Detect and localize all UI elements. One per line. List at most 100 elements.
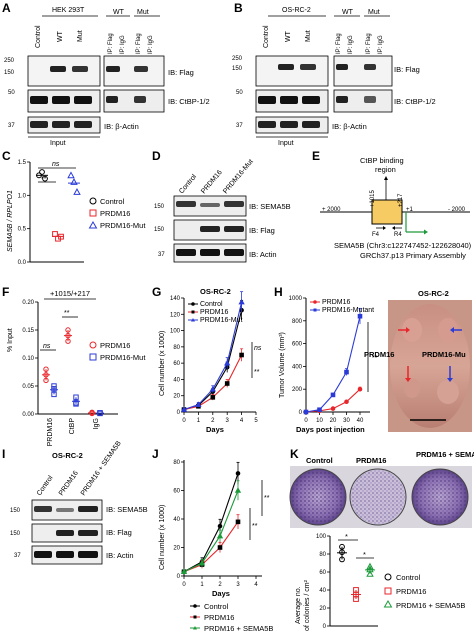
data-point bbox=[344, 399, 349, 405]
y-tick-label: 20 bbox=[319, 606, 326, 612]
y-tick-label: 0.10 bbox=[22, 356, 34, 362]
y-tick-label: 40 bbox=[173, 377, 180, 383]
panel-k-legend: Control PRDM16 PRDM16 + SEMA5B bbox=[383, 573, 465, 610]
x-tick-label: 20 bbox=[330, 418, 337, 424]
lane-label: IP: Flag bbox=[366, 33, 372, 54]
significance-label: ** bbox=[252, 523, 258, 530]
lane-label: PRDM16 bbox=[58, 470, 80, 497]
x-tick-label: 3 bbox=[226, 418, 230, 424]
data-point bbox=[366, 569, 374, 577]
mw-marker: 37 bbox=[158, 252, 165, 258]
panel-b: B OS-RC-2 Control WT Mut WT Mut IP: Flag… bbox=[232, 1, 436, 147]
blot-label: IB: Actin bbox=[106, 551, 134, 560]
data-point bbox=[216, 532, 224, 539]
legend-label: PRDM16-Mut bbox=[100, 353, 146, 362]
series-line bbox=[183, 354, 243, 411]
y-tick-label: 60 bbox=[173, 361, 180, 367]
series-line bbox=[305, 316, 361, 413]
legend-label: Control bbox=[100, 197, 125, 206]
group-label: WT bbox=[342, 9, 354, 16]
legend-label: PRDM16 bbox=[100, 341, 130, 350]
plate bbox=[289, 468, 347, 526]
y-tick-label: 0 bbox=[323, 624, 327, 630]
x-tick-label: 10 bbox=[316, 418, 323, 424]
lane-label: PRDM16 bbox=[200, 169, 224, 195]
lane-label: IP: Flag bbox=[108, 33, 114, 54]
data-point bbox=[339, 549, 345, 556]
lane-label: IP: IgG bbox=[120, 35, 126, 54]
mw-marker: 50 bbox=[8, 90, 15, 96]
legend-label: PRDM16 bbox=[322, 299, 351, 306]
input-label: Input bbox=[50, 140, 66, 147]
legend-label: PRDM16 + SEMA5B bbox=[204, 624, 273, 633]
significance-label: ** bbox=[372, 355, 378, 362]
data-point bbox=[65, 327, 71, 333]
mw-marker: 150 bbox=[4, 70, 15, 76]
y-tick-label: 800 bbox=[292, 319, 303, 325]
position-label: + 2000 bbox=[322, 207, 341, 213]
y-tick-label: 80 bbox=[173, 460, 180, 466]
significance-label: ** bbox=[64, 310, 70, 317]
panel-letter-i: I bbox=[2, 447, 5, 461]
y-tick-label: 0.05 bbox=[22, 384, 34, 390]
e-title: region bbox=[375, 165, 396, 174]
y-axis-label: Average no. bbox=[295, 586, 302, 624]
x-tick-label: PRDM16 bbox=[47, 418, 54, 447]
legend-label: Control bbox=[204, 602, 229, 611]
data-point bbox=[235, 471, 241, 476]
legend-label: PRDM16 bbox=[204, 613, 234, 622]
data-point bbox=[210, 395, 216, 400]
panel-h: H Tumor Volume (mm³) Days post injection… bbox=[274, 285, 472, 434]
blot-label: IB: SEMA5B bbox=[249, 202, 291, 211]
mw-marker: 250 bbox=[232, 56, 243, 62]
data-point bbox=[51, 383, 57, 389]
significance-label: ns bbox=[43, 343, 51, 350]
blot-label: IB: Flag bbox=[394, 65, 420, 74]
legend-label: Control bbox=[200, 301, 223, 308]
significance-label: ** bbox=[264, 495, 270, 502]
y-tick-label: 0 bbox=[177, 410, 181, 416]
x-tick-label: 4 bbox=[254, 582, 258, 588]
photo-label: PRDM16-Mu bbox=[422, 350, 466, 359]
y-tick-label: 0.00 bbox=[22, 412, 34, 418]
position-label: - 2000 bbox=[448, 207, 466, 213]
panel-h-legend: PRDM16 PRDM16-Mutant bbox=[310, 299, 374, 314]
lane-label: IP: Flag bbox=[136, 33, 142, 54]
lane-label: PRDM16 + SEMA5B bbox=[80, 440, 123, 497]
blot-label: IB: Flag bbox=[249, 226, 275, 235]
primer-label: R4 bbox=[394, 232, 402, 238]
y-tick-label: 80 bbox=[319, 552, 326, 558]
series-line bbox=[183, 473, 239, 573]
panel-k: K Control PRDM16 PRDM16 + SEMA5B Average… bbox=[289, 447, 474, 631]
panel-letter-h: H bbox=[274, 285, 283, 299]
mouse-photo bbox=[388, 300, 472, 432]
x-tick-label: 40 bbox=[357, 418, 364, 424]
y-axis-label: Cell number (x 1000) bbox=[159, 505, 166, 570]
data-point bbox=[52, 231, 58, 237]
significance-label: ** bbox=[254, 369, 260, 376]
significance-label: ** bbox=[41, 176, 47, 183]
mw-marker: 250 bbox=[4, 58, 15, 64]
y-axis-label: % Input bbox=[7, 328, 14, 352]
position-label: +217 bbox=[398, 193, 404, 207]
legend-label: PRDM16 bbox=[396, 587, 426, 596]
data-point bbox=[238, 298, 245, 305]
x-axis-label: Days post injection bbox=[296, 425, 365, 434]
y-tick-label: 20 bbox=[173, 394, 180, 400]
photo-title: OS-RC-2 bbox=[418, 289, 449, 298]
input-label: Input bbox=[278, 140, 294, 147]
data-point bbox=[353, 596, 359, 602]
position-label: +1015 bbox=[370, 189, 376, 207]
plate bbox=[349, 468, 407, 526]
panel-g-legend: Control PRDM16 PRDM16-Mut bbox=[188, 301, 242, 324]
data-point bbox=[65, 338, 71, 344]
data-point bbox=[234, 487, 242, 493]
mw-marker: 50 bbox=[236, 90, 243, 96]
panel-j-legend: Control PRDM16 PRDM16 + SEMA5B bbox=[190, 602, 273, 633]
lane-label: IP: IgG bbox=[378, 35, 384, 54]
y-tick-label: 20 bbox=[173, 546, 180, 552]
data-point bbox=[224, 359, 231, 366]
group-label: Mut bbox=[368, 9, 380, 16]
data-point bbox=[43, 366, 49, 372]
x-tick-label: 1 bbox=[200, 582, 204, 588]
